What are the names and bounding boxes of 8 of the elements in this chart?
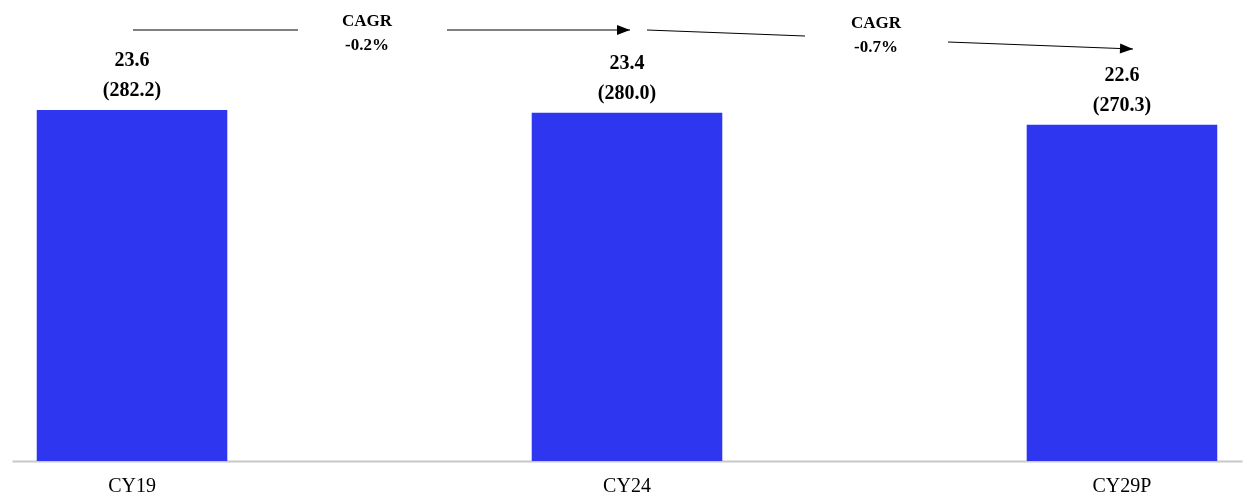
- x-tick-label: CY29P: [1092, 473, 1152, 496]
- text: CAGR -0.7%: [850, 13, 902, 56]
- x-tick-label: CY19: [108, 473, 156, 496]
- text: CAGR -0.2%: [341, 11, 393, 54]
- data-label: 23.6 (282.2): [102, 47, 162, 101]
- data-label: 23.4 (280.0): [597, 50, 657, 104]
- data-label: 22.6 (270.3): [1092, 62, 1152, 116]
- x-tick-label: CY24: [603, 473, 651, 496]
